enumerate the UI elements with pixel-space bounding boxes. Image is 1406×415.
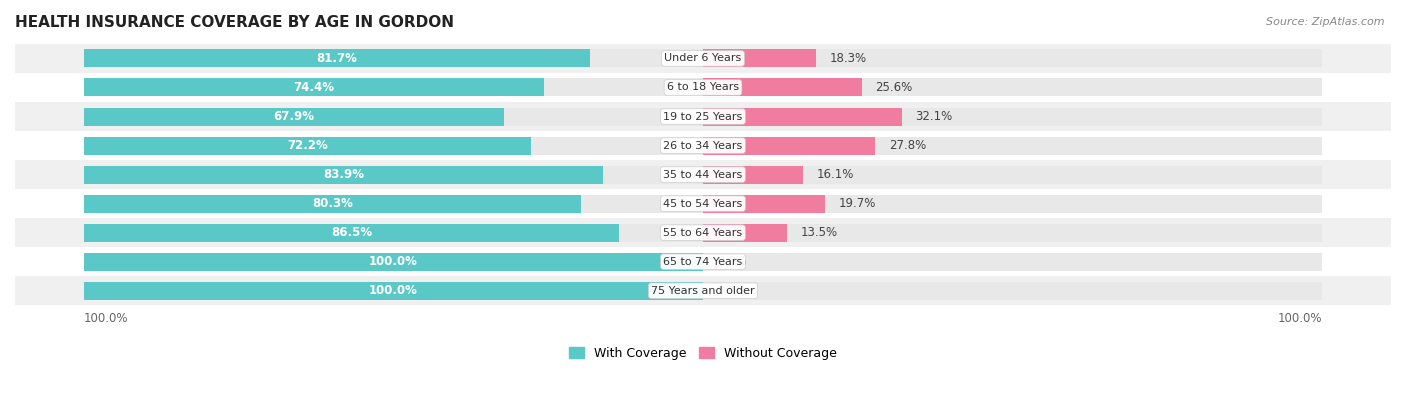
Text: 83.9%: 83.9% [323, 168, 364, 181]
Bar [15, 44, 1391, 73]
Text: 6 to 18 Years: 6 to 18 Years [666, 83, 740, 93]
Text: 86.5%: 86.5% [330, 226, 373, 239]
Text: 19 to 25 Years: 19 to 25 Years [664, 112, 742, 122]
Bar [84, 282, 1322, 300]
Text: 74.4%: 74.4% [294, 81, 335, 94]
Bar [15, 218, 1391, 247]
Bar [703, 78, 862, 96]
Bar [703, 166, 803, 183]
Text: 16.1%: 16.1% [817, 168, 853, 181]
Text: Under 6 Years: Under 6 Years [665, 54, 741, 63]
Bar [15, 73, 1391, 102]
Text: 67.9%: 67.9% [274, 110, 315, 123]
Bar [84, 49, 1322, 67]
Text: 55 to 64 Years: 55 to 64 Years [664, 228, 742, 238]
Bar [15, 131, 1391, 160]
Bar [84, 137, 1322, 154]
Bar [15, 160, 1391, 189]
Text: 19.7%: 19.7% [839, 197, 876, 210]
Bar [84, 282, 703, 300]
Bar [703, 49, 817, 67]
Text: HEALTH INSURANCE COVERAGE BY AGE IN GORDON: HEALTH INSURANCE COVERAGE BY AGE IN GORD… [15, 15, 454, 30]
Text: 32.1%: 32.1% [915, 110, 953, 123]
Legend: With Coverage, Without Coverage: With Coverage, Without Coverage [564, 342, 842, 365]
Bar [84, 49, 589, 67]
Text: 0.0%: 0.0% [717, 284, 747, 297]
Text: 0.0%: 0.0% [717, 255, 747, 268]
Text: 100.0%: 100.0% [368, 255, 418, 268]
Bar [84, 166, 603, 183]
Text: Source: ZipAtlas.com: Source: ZipAtlas.com [1267, 17, 1385, 27]
Text: 72.2%: 72.2% [287, 139, 328, 152]
Bar [84, 253, 1322, 271]
Bar [84, 166, 1322, 183]
Bar [84, 224, 1322, 242]
Text: 27.8%: 27.8% [889, 139, 927, 152]
Text: 100.0%: 100.0% [1278, 312, 1322, 325]
Text: 75 Years and older: 75 Years and older [651, 286, 755, 296]
Bar [84, 78, 544, 96]
Bar [15, 189, 1391, 218]
Text: 45 to 54 Years: 45 to 54 Years [664, 199, 742, 209]
Bar [703, 224, 786, 242]
Bar [84, 78, 1322, 96]
Text: 26 to 34 Years: 26 to 34 Years [664, 141, 742, 151]
Text: 35 to 44 Years: 35 to 44 Years [664, 170, 742, 180]
Bar [84, 107, 1322, 125]
Bar [84, 224, 620, 242]
Bar [15, 247, 1391, 276]
Bar [703, 107, 901, 125]
Text: 18.3%: 18.3% [830, 52, 868, 65]
Text: 100.0%: 100.0% [84, 312, 128, 325]
Text: 80.3%: 80.3% [312, 197, 353, 210]
Bar [84, 253, 703, 271]
Bar [703, 137, 875, 154]
Text: 65 to 74 Years: 65 to 74 Years [664, 257, 742, 267]
Bar [84, 195, 1322, 212]
Bar [84, 137, 531, 154]
Text: 13.5%: 13.5% [800, 226, 838, 239]
Bar [84, 195, 581, 212]
Text: 25.6%: 25.6% [876, 81, 912, 94]
Bar [15, 102, 1391, 131]
Bar [15, 276, 1391, 305]
Text: 81.7%: 81.7% [316, 52, 357, 65]
Bar [703, 195, 825, 212]
Bar [84, 107, 505, 125]
Text: 100.0%: 100.0% [368, 284, 418, 297]
